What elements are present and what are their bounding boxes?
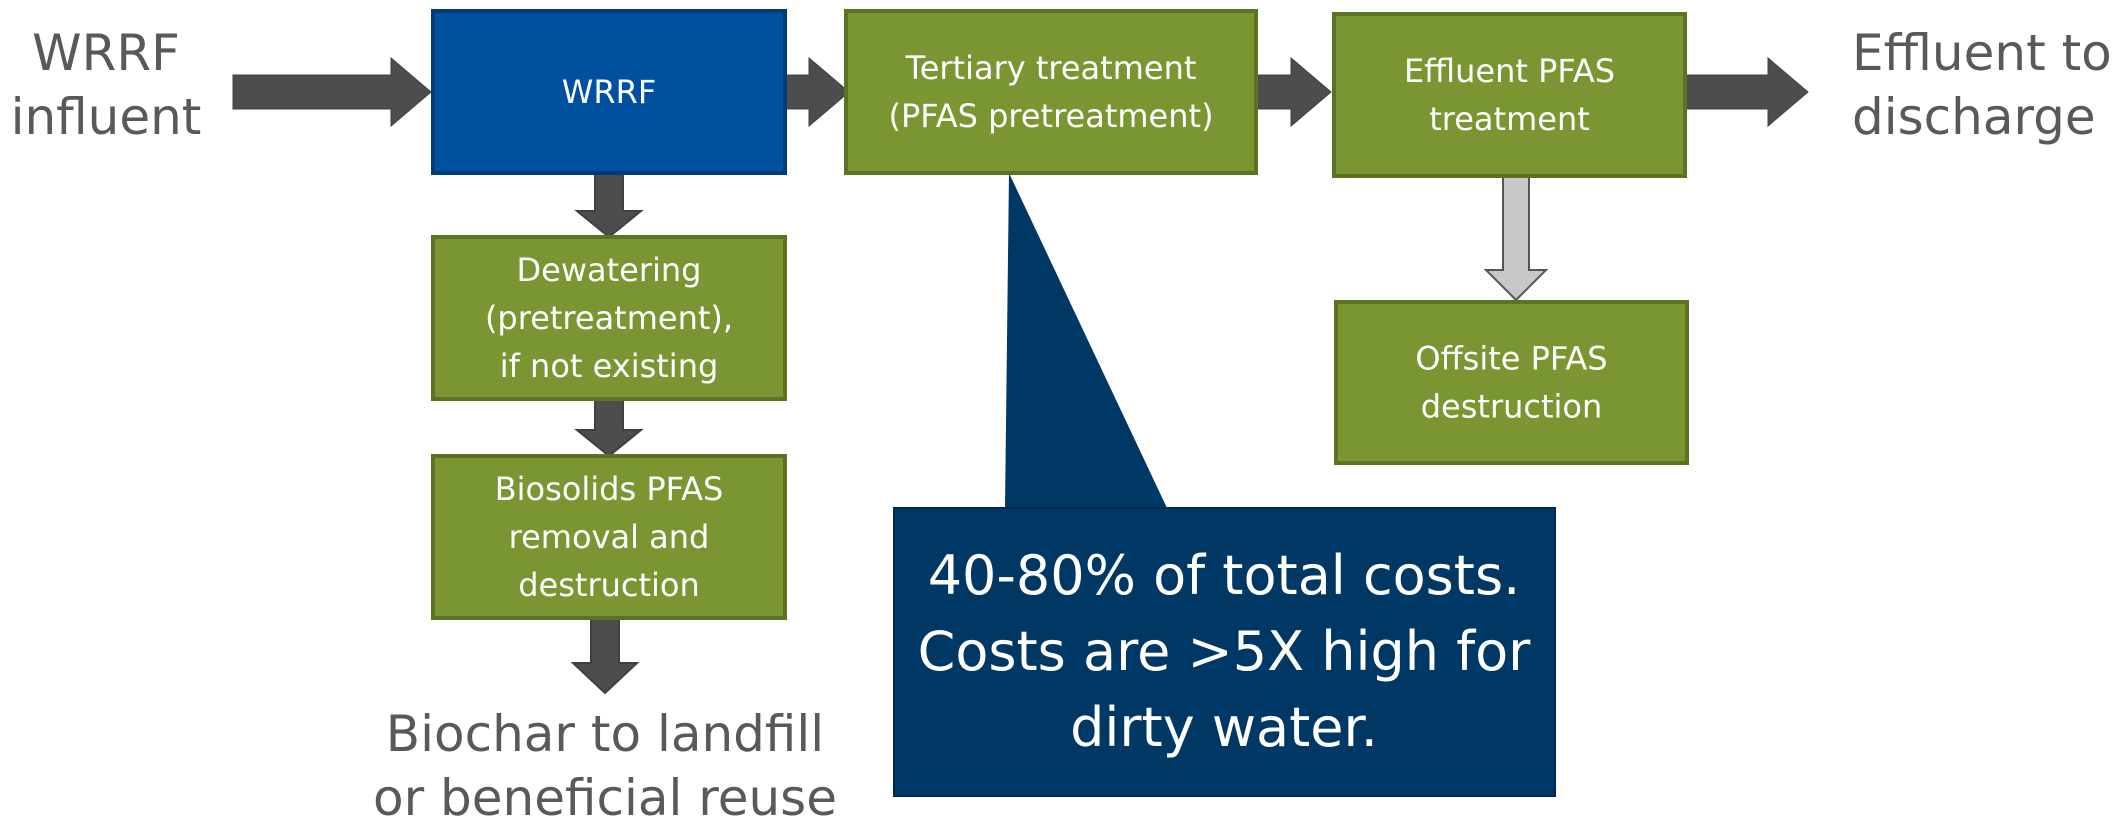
box-label-line: destruction [518, 566, 700, 604]
process-box [431, 235, 787, 401]
arrow [1255, 56, 1332, 128]
process-box [431, 454, 787, 620]
box-label-line: Biosolids PFAS [495, 470, 724, 508]
box-label: Tertiary treatment (PFAS pretreatment) [888, 49, 1213, 135]
arrow [232, 56, 432, 128]
box-label-line: Dewatering [517, 251, 702, 289]
box-label-line: Tertiary treatment [905, 49, 1197, 87]
box-label: Dewatering (pretreatment), if not existing [485, 251, 733, 385]
callout-text: 40-80% of total costs. Costs are >5X high… [918, 544, 1532, 759]
arrow [574, 398, 644, 458]
biochar-label-line: Biochar to landfill [386, 705, 824, 763]
arrow [574, 172, 644, 239]
box-label-line: Offsite PFAS [1415, 340, 1607, 378]
box-label-line: (pretreatment), [485, 299, 733, 337]
input-label-line: WRRF [32, 24, 180, 82]
arrow [1684, 56, 1809, 128]
box-label-line: (PFAS pretreatment) [888, 97, 1213, 135]
callout-pointer [1005, 173, 1167, 508]
process-box [431, 9, 787, 175]
callout-text-line: dirty water. [1070, 696, 1378, 759]
output-label-line: Effluent to [1852, 24, 2112, 82]
box-label-line: Effluent PFAS [1404, 52, 1615, 90]
biochar-label-line: or beneficial reuse [373, 769, 837, 822]
output-label: Effluent to discharge [1852, 24, 2112, 146]
callout-box [893, 507, 1556, 797]
arrow [1483, 175, 1549, 302]
process-box [844, 9, 1258, 175]
callout-text-line: 40-80% of total costs. [928, 544, 1521, 607]
callout-text-line: Costs are >5X high for [918, 620, 1532, 683]
process-box [1332, 12, 1687, 178]
box-label: Biosolids PFAS removal and destruction [495, 470, 724, 604]
box-label-line: destruction [1421, 388, 1603, 426]
process-box [1334, 300, 1689, 465]
arrow [570, 617, 640, 695]
input-label: WRRF influent [11, 24, 202, 146]
box-label-line: treatment [1429, 100, 1590, 138]
box-label: Offsite PFAS destruction [1415, 340, 1607, 426]
biochar-label: Biochar to landfill or beneficial reuse [373, 705, 837, 822]
box-label-line: WRRF [562, 73, 657, 111]
box-label-line: removal and [509, 518, 710, 556]
box-label-line: if not existing [500, 347, 719, 385]
arrow [784, 56, 850, 128]
box-label: WRRF [562, 73, 657, 111]
box-label: Effluent PFAS treatment [1404, 52, 1615, 138]
output-label-line: discharge [1852, 88, 2096, 146]
input-label-line: influent [11, 88, 202, 146]
